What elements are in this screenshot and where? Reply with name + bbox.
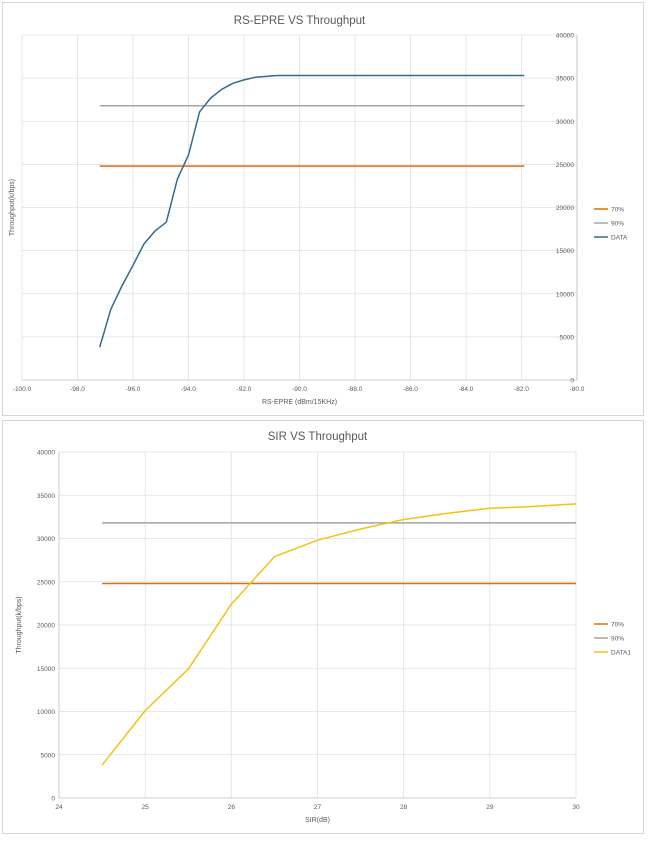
sir-chart: SIR VS Throughput 24 25 26 27 28 29 30 0 5000 1000…: [16, 431, 631, 824]
y-tick-label: 15000: [37, 666, 55, 673]
chart-panel-rs-epre: RS-EPRE VS Throughput -100.0 -98.0 -96.0 -94…: [2, 2, 644, 416]
y-tick-label: 0: [570, 378, 574, 385]
chart-title: RS-EPRE VS Throughput: [234, 15, 366, 27]
x-tick-label: 24: [55, 804, 63, 811]
y-tick-label: 30000: [37, 536, 55, 543]
x-tick-label: -80.0: [570, 386, 585, 393]
y-tick-label: 20000: [556, 205, 574, 212]
series-line-data: [98, 74, 525, 348]
legend-label: DATA1: [611, 649, 631, 656]
legend-label: 90%: [611, 220, 624, 227]
x-tick-label: -92.0: [237, 386, 252, 393]
chart-panel-sir: SIR VS Throughput 24 25 26 27 28 29 30 0 5000 1000…: [2, 420, 644, 834]
y-tick-label: 10000: [37, 709, 55, 716]
y-tick-label: 0: [51, 796, 55, 803]
y-axis-label: Throughput(k/bps): [16, 596, 23, 653]
y-tick-label: 10000: [556, 291, 574, 298]
y-tick-label: 5000: [41, 752, 56, 759]
y-tick-label: 40000: [556, 33, 574, 40]
x-tick-label: -82.0: [514, 386, 529, 393]
y-tick-label: 25000: [37, 579, 55, 586]
x-tick-label: 26: [228, 804, 236, 811]
y-tick-label: 35000: [556, 76, 574, 83]
x-tick-label: 28: [400, 804, 408, 811]
y-tick-label: 35000: [37, 493, 55, 500]
x-tick-label: -86.0: [403, 386, 418, 393]
x-axis-label: SIR(dB): [305, 817, 330, 824]
rs-epre-chart: RS-EPRE VS Throughput -100.0 -98.0 -96.0 -94…: [9, 15, 628, 406]
y-tick-label: 25000: [556, 162, 574, 169]
x-tick-label: -88.0: [348, 386, 363, 393]
y-axis-label: Throughput(k/bps): [9, 179, 16, 236]
legend-label: 90%: [611, 635, 624, 642]
x-tick-label: -100.0: [13, 386, 32, 393]
x-tick-label: 27: [314, 804, 322, 811]
series-line-data1: [101, 503, 577, 766]
x-tick-label: -98.0: [70, 386, 85, 393]
chart-title: SIR VS Throughput: [268, 431, 368, 443]
x-tick-label: 29: [486, 804, 494, 811]
x-tick-label: -84.0: [459, 386, 474, 393]
y-tick-label: 20000: [37, 623, 55, 630]
x-axis-label: RS-EPRE (dBm/15KHz): [262, 399, 337, 406]
legend-label: 70%: [611, 621, 624, 628]
y-tick-label: 40000: [37, 450, 55, 457]
y-tick-label: 15000: [556, 248, 574, 255]
x-tick-label: 25: [142, 804, 150, 811]
x-tick-label: -90.0: [292, 386, 307, 393]
legend-label: DATA: [611, 234, 628, 241]
x-tick-label: -96.0: [126, 386, 141, 393]
x-tick-label: 30: [572, 804, 580, 811]
y-tick-label: 30000: [556, 119, 574, 126]
legend-label: 70%: [611, 206, 624, 213]
x-tick-label: -94.0: [181, 386, 196, 393]
y-tick-label: 5000: [560, 334, 575, 341]
